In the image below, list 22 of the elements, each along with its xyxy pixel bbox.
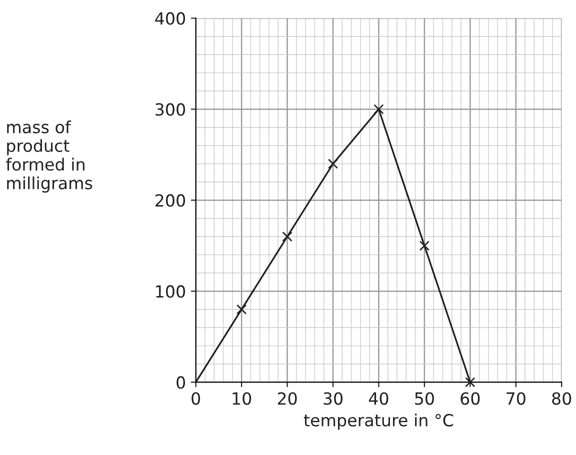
x-tick-label: 80 xyxy=(552,392,572,405)
x-tick-label: 0 xyxy=(192,392,200,405)
point xyxy=(465,377,476,388)
x-tick-label: 60 xyxy=(460,392,480,405)
x-tick-label: 70 xyxy=(506,392,526,405)
y-tick-label: 200 xyxy=(156,194,186,207)
y-axis-title: mass of product formed in milligrams xyxy=(6,120,92,193)
x-tick-label: 20 xyxy=(278,392,297,405)
point xyxy=(419,240,430,251)
point xyxy=(374,104,384,114)
y-tick-label: 100 xyxy=(156,285,186,298)
y-tick-label: 300 xyxy=(156,103,186,116)
point xyxy=(282,232,292,242)
y-tick-label: 400 xyxy=(155,12,186,25)
x-tick-label: 50 xyxy=(415,392,434,405)
x-tick-label: 10 xyxy=(232,392,252,405)
y-tick-label: 0 xyxy=(176,376,186,389)
point xyxy=(328,158,338,169)
x-axis-title: temperature in °C xyxy=(304,414,454,430)
x-tick-label: 40 xyxy=(368,392,388,405)
point xyxy=(236,304,247,314)
x-tick-label: 30 xyxy=(324,392,342,405)
